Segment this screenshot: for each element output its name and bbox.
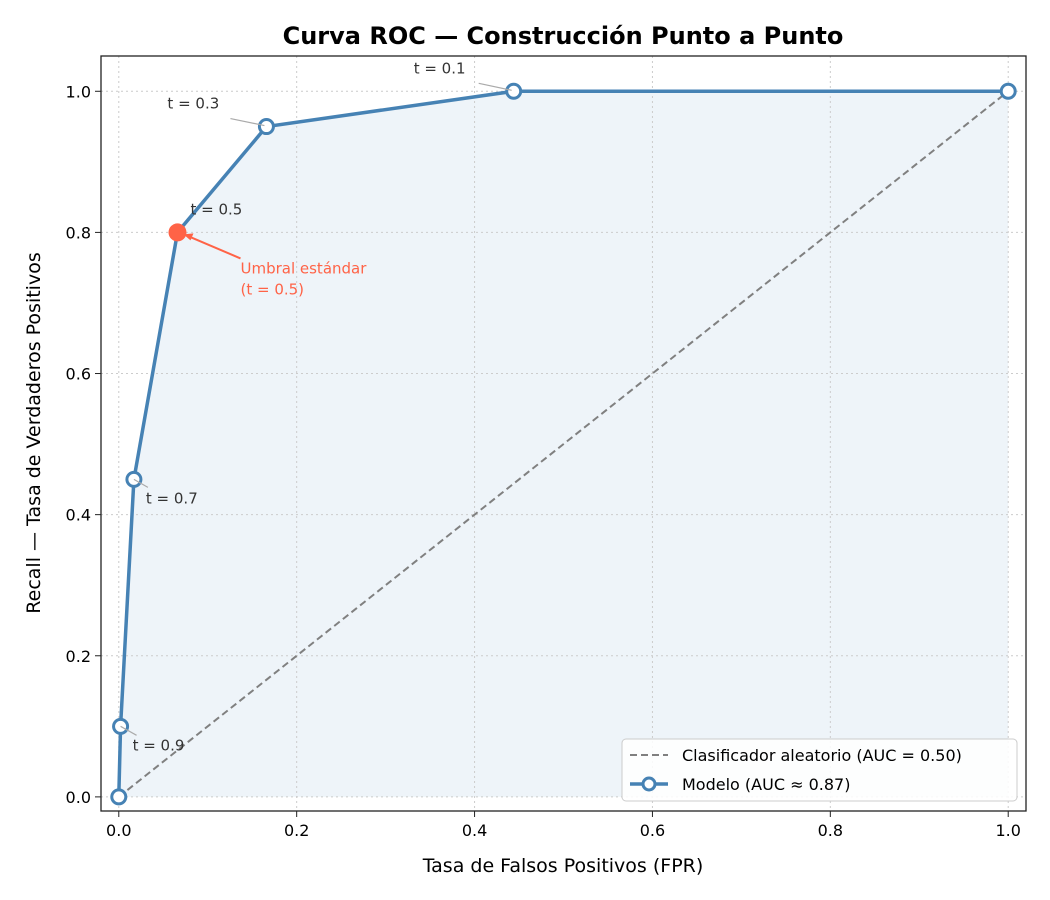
legend-model-label: Modelo (AUC ≈ 0.87) [682, 775, 850, 794]
point-label: t = 0.3 [167, 95, 219, 113]
legend-box [621, 738, 1018, 802]
highlight-annotation: (t = 0.5) [240, 280, 304, 298]
x-tick-label: 0.0 [106, 821, 131, 840]
y-tick-label: 0.2 [66, 647, 91, 666]
point-label-leader [478, 82, 512, 91]
x-tick-label: 0.8 [818, 821, 843, 840]
point-label-leader [230, 117, 265, 127]
legend-model-marker [641, 776, 657, 792]
x-tick-label: 0.4 [462, 821, 487, 840]
point-label: t = 0.7 [146, 489, 198, 507]
chart-title: Curva ROC — Construcción Punto a Punto [283, 22, 844, 50]
random-classifier-line [118, 90, 1009, 798]
roc-point-marker [257, 118, 275, 136]
plot-frame [100, 55, 1027, 812]
roc-point-marker [110, 788, 128, 806]
roc-point-marker [999, 82, 1017, 100]
highlight-arrow [186, 234, 241, 260]
y-tick-label: 0.6 [66, 365, 91, 384]
y-tick-label: 0.0 [66, 788, 91, 807]
point-label-leader [133, 478, 149, 488]
roc-point-marker [505, 82, 523, 100]
point-label-leader [120, 725, 137, 736]
x-tick-label: 1.0 [995, 821, 1020, 840]
y-tick-label: 0.8 [66, 223, 91, 242]
x-tick-label: 0.6 [640, 821, 665, 840]
point-label: t = 0.9 [133, 736, 185, 754]
highlight-annotation: Umbral estándar [240, 259, 367, 277]
highlight-point [168, 223, 187, 242]
x-tick-label: 0.2 [284, 821, 309, 840]
point-label: t = 0.1 [414, 59, 466, 77]
point-label: t = 0.5 [190, 200, 242, 218]
x-axis-label: Tasa de Falsos Positivos (FPR) [422, 855, 704, 877]
y-tick-label: 1.0 [66, 82, 91, 101]
legend-random-label: Clasificador aleatorio (AUC = 0.50) [682, 746, 962, 765]
y-tick-label: 0.4 [66, 506, 91, 525]
y-axis-label: Recall — Tasa de Verdaderos Positivos [23, 252, 45, 613]
